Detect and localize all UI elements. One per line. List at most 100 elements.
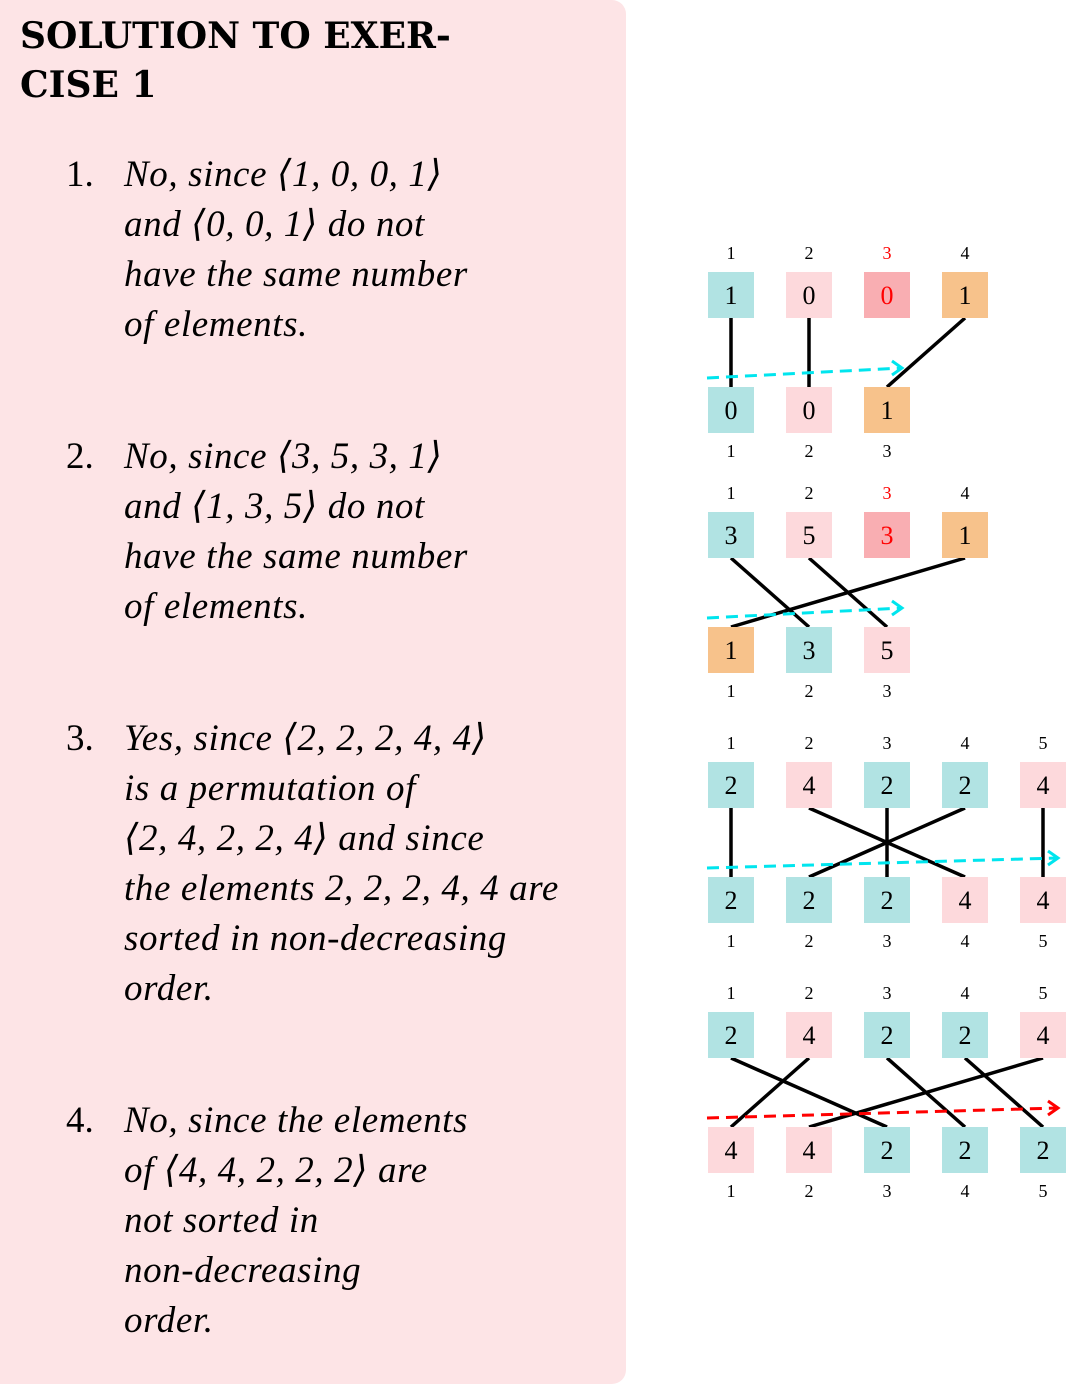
mapping-link xyxy=(885,316,967,389)
answer-text-line: order. xyxy=(124,968,214,1009)
bottom-index-label: 3 xyxy=(883,1181,892,1201)
top-value: 4 xyxy=(1037,1021,1050,1050)
top-box xyxy=(786,272,832,318)
top-box xyxy=(942,762,988,808)
top-value: 2 xyxy=(959,771,972,800)
cyan-dashed-arrow xyxy=(706,366,903,380)
top-box xyxy=(864,512,910,558)
top-box xyxy=(1020,762,1066,808)
answer-text-line: No, since the elements xyxy=(124,1100,469,1141)
cyan-dashed-arrow xyxy=(706,606,903,620)
bottom-value: 2 xyxy=(1037,1136,1050,1165)
top-value: 2 xyxy=(725,1021,738,1050)
bottom-index-label: 2 xyxy=(805,931,814,951)
bottom-value: 3 xyxy=(803,636,816,665)
top-box xyxy=(708,762,754,808)
mapping-link xyxy=(730,556,966,629)
top-value: 0 xyxy=(803,281,816,310)
bottom-box xyxy=(786,1127,832,1173)
bottom-box xyxy=(786,877,832,923)
top-index-label: 3 xyxy=(883,483,892,503)
bottom-value: 1 xyxy=(881,396,894,425)
cyan-dashed-arrow xyxy=(706,856,1059,870)
bottom-index-label: 1 xyxy=(727,681,736,701)
answer-item: 4. No, since the elements of ⟨4, 4, 2, 2… xyxy=(66,1096,616,1346)
top-box xyxy=(942,1012,988,1058)
answer-text-line: non-decreasing xyxy=(124,1250,362,1291)
answer-text-line: of elements. xyxy=(124,304,308,345)
answer-number: 4. xyxy=(66,1100,94,1141)
cyan-dashed-arrow-head xyxy=(891,359,905,377)
top-index-label: 5 xyxy=(1039,733,1048,753)
answer-text-line: of ⟨4, 4, 2, 2, 2⟩ are xyxy=(124,1150,428,1191)
bottom-box xyxy=(1020,877,1066,923)
bottom-index-label: 4 xyxy=(961,1181,970,1201)
bottom-box xyxy=(864,877,910,923)
mapping-link xyxy=(730,1056,888,1129)
top-box xyxy=(1020,1012,1066,1058)
top-index-label: 2 xyxy=(805,243,814,263)
mapping-link xyxy=(808,1056,1044,1129)
bottom-value: 0 xyxy=(725,396,738,425)
answer-text-line: not sorted in xyxy=(124,1200,319,1241)
top-value: 4 xyxy=(1037,771,1050,800)
top-box xyxy=(786,512,832,558)
top-index-label: 1 xyxy=(727,483,736,503)
bottom-index-label: 2 xyxy=(805,681,814,701)
bottom-index-label: 1 xyxy=(727,441,736,461)
bottom-index-label: 1 xyxy=(727,1181,736,1201)
answer-number: 3. xyxy=(66,718,94,759)
bottom-value: 1 xyxy=(725,636,738,665)
bottom-value: 4 xyxy=(803,1136,816,1165)
top-value: 1 xyxy=(959,521,972,550)
bottom-value: 2 xyxy=(881,1136,894,1165)
top-index-label: 4 xyxy=(961,483,970,503)
top-box xyxy=(708,272,754,318)
top-value: 4 xyxy=(803,1021,816,1050)
answer-number: 2. xyxy=(66,436,94,477)
top-index-label: 2 xyxy=(805,483,814,503)
answer-text-line: Yes, since ⟨2, 2, 2, 4, 4⟩ xyxy=(124,718,487,759)
bottom-index-label: 3 xyxy=(883,441,892,461)
bottom-box xyxy=(708,387,754,433)
answer-text-line: No, since ⟨1, 0, 0, 1⟩ xyxy=(124,154,443,195)
mapping-link xyxy=(729,1056,811,1129)
answer-text-line: have the same number xyxy=(124,536,468,577)
bottom-box xyxy=(1020,1127,1066,1173)
bottom-box xyxy=(786,627,832,673)
top-value: 4 xyxy=(803,771,816,800)
top-index-label: 2 xyxy=(805,733,814,753)
top-value: 2 xyxy=(881,1021,894,1050)
top-index-label: 1 xyxy=(727,243,736,263)
answer-text-line: and ⟨0, 0, 1⟩ do not xyxy=(124,204,425,245)
solution-title: SOLUTION TO EXER- CISE 1 xyxy=(20,12,580,110)
top-box xyxy=(864,762,910,808)
bottom-index-label: 5 xyxy=(1039,931,1048,951)
bottom-index-label: 4 xyxy=(961,931,970,951)
answer-text-line: have the same number xyxy=(124,254,468,295)
top-index-label: 3 xyxy=(883,733,892,753)
top-index-label: 4 xyxy=(961,733,970,753)
red-dashed-arrow xyxy=(706,1106,1059,1120)
top-index-label: 4 xyxy=(961,983,970,1003)
answer-text-line: is a permutation of xyxy=(124,768,416,809)
top-box xyxy=(864,1012,910,1058)
title-line: CISE 1 xyxy=(20,64,157,106)
bottom-value: 2 xyxy=(803,886,816,915)
answer-text-line: of elements. xyxy=(124,586,308,627)
bottom-index-label: 2 xyxy=(805,1181,814,1201)
bottom-value: 2 xyxy=(959,1136,972,1165)
solution-panel: SOLUTION TO EXER- CISE 1 1. No, since ⟨1… xyxy=(0,0,626,1384)
top-index-label: 5 xyxy=(1039,983,1048,1003)
top-value: 1 xyxy=(725,281,738,310)
top-index-label: 4 xyxy=(961,243,970,263)
answer-item: 1. No, since ⟨1, 0, 0, 1⟩ and ⟨0, 0, 1⟩ … xyxy=(66,150,616,350)
bottom-index-label: 2 xyxy=(805,441,814,461)
top-index-label: 2 xyxy=(805,983,814,1003)
mapping-link xyxy=(729,556,811,629)
top-value: 2 xyxy=(959,1021,972,1050)
top-value: 1 xyxy=(959,281,972,310)
answer-text-line: No, since ⟨3, 5, 3, 1⟩ xyxy=(124,436,443,477)
top-value: 2 xyxy=(881,771,894,800)
bottom-box xyxy=(708,877,754,923)
